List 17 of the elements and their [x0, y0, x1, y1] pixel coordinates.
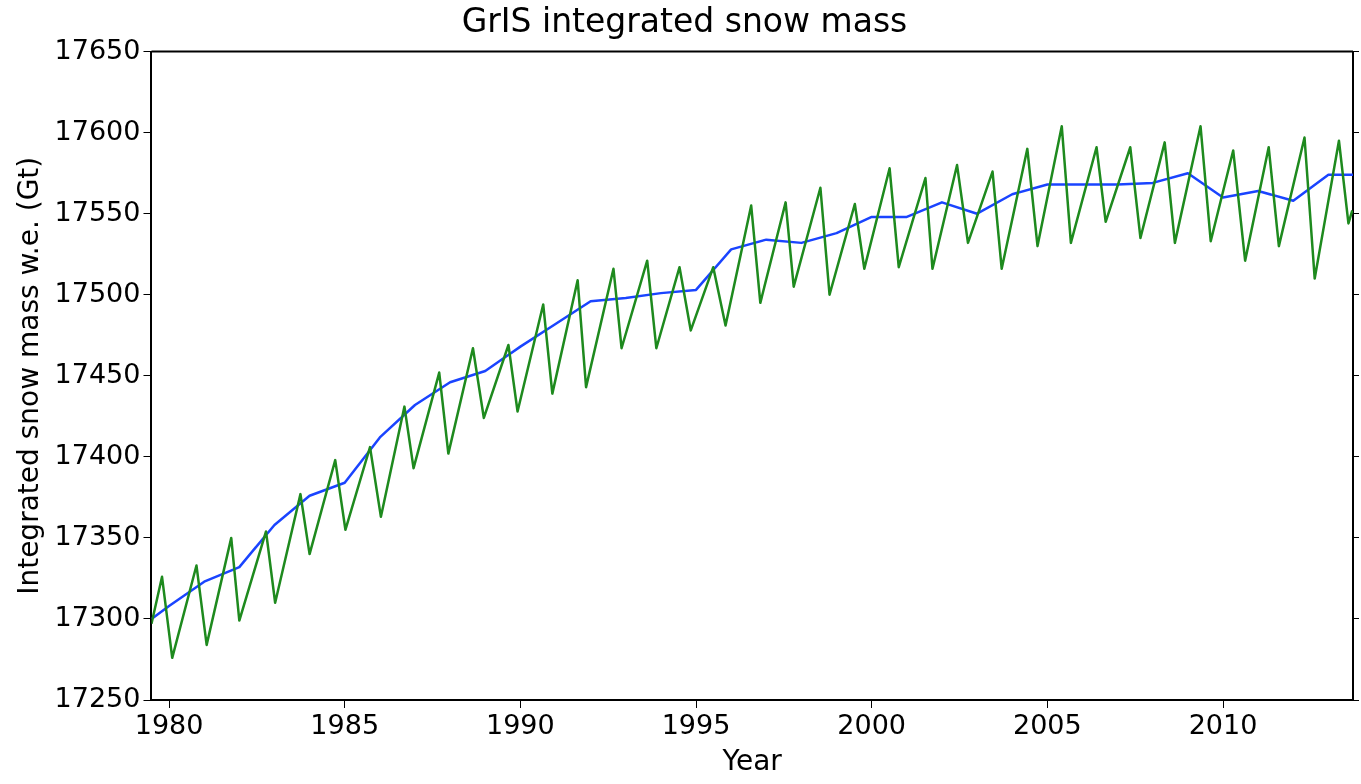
x-tick-label: 2005 [1012, 709, 1082, 741]
x-tick-label: 1985 [310, 709, 380, 741]
chart-title: GrIS integrated snow mass [461, 1, 908, 41]
x-tick-label: 2010 [1188, 709, 1258, 741]
x-tick-label: 1990 [486, 709, 555, 741]
x-tick-label: 1995 [661, 709, 731, 741]
x-axis-title: Year [721, 744, 783, 778]
y-tick-label: 17650 [54, 33, 141, 65]
y-tick-label: 17300 [54, 600, 141, 632]
y-tick-label: 17500 [54, 276, 141, 308]
y-tick-label: 17600 [54, 114, 141, 146]
y-tick-label: 17450 [54, 357, 141, 389]
y-tick-label: 17400 [54, 438, 141, 470]
y-tick-label: 17550 [54, 195, 141, 227]
x-tick-label: 2000 [837, 709, 907, 741]
y-axis-title: Integrated snow mass w.e. (Gt) [12, 156, 46, 595]
y-tick-label: 17350 [54, 519, 141, 551]
